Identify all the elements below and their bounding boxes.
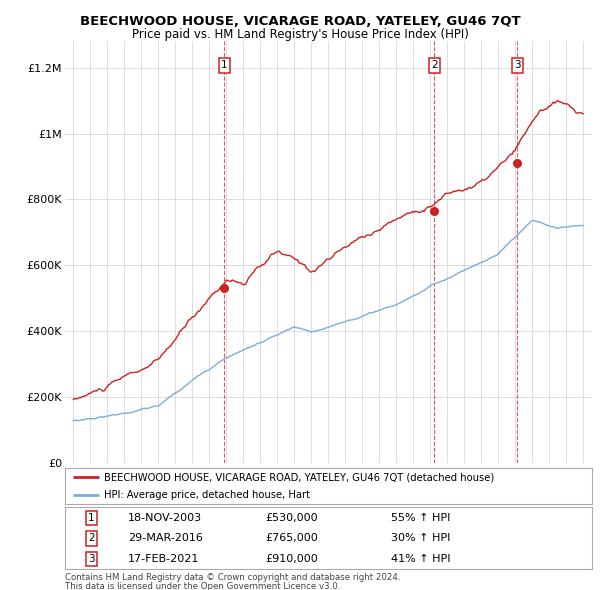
Text: £530,000: £530,000: [265, 513, 317, 523]
Text: HPI: Average price, detached house, Hart: HPI: Average price, detached house, Hart: [104, 490, 310, 500]
Text: 17-FEB-2021: 17-FEB-2021: [128, 554, 199, 564]
Text: 1: 1: [221, 60, 227, 70]
Text: BEECHWOOD HOUSE, VICARAGE ROAD, YATELEY, GU46 7QT (detached house): BEECHWOOD HOUSE, VICARAGE ROAD, YATELEY,…: [104, 472, 494, 482]
Text: 3: 3: [514, 60, 520, 70]
Text: 2: 2: [431, 60, 437, 70]
Text: 29-MAR-2016: 29-MAR-2016: [128, 533, 203, 543]
Text: Contains HM Land Registry data © Crown copyright and database right 2024.: Contains HM Land Registry data © Crown c…: [65, 573, 400, 582]
Text: 3: 3: [88, 554, 94, 564]
Text: £765,000: £765,000: [265, 533, 318, 543]
Text: 2: 2: [88, 533, 94, 543]
Text: This data is licensed under the Open Government Licence v3.0.: This data is licensed under the Open Gov…: [65, 582, 340, 590]
Text: 18-NOV-2003: 18-NOV-2003: [128, 513, 202, 523]
Text: 41% ↑ HPI: 41% ↑ HPI: [391, 554, 451, 564]
Text: BEECHWOOD HOUSE, VICARAGE ROAD, YATELEY, GU46 7QT: BEECHWOOD HOUSE, VICARAGE ROAD, YATELEY,…: [80, 15, 520, 28]
Text: 30% ↑ HPI: 30% ↑ HPI: [391, 533, 451, 543]
Text: £910,000: £910,000: [265, 554, 318, 564]
Text: Price paid vs. HM Land Registry's House Price Index (HPI): Price paid vs. HM Land Registry's House …: [131, 28, 469, 41]
Text: 1: 1: [88, 513, 94, 523]
Text: 55% ↑ HPI: 55% ↑ HPI: [391, 513, 451, 523]
